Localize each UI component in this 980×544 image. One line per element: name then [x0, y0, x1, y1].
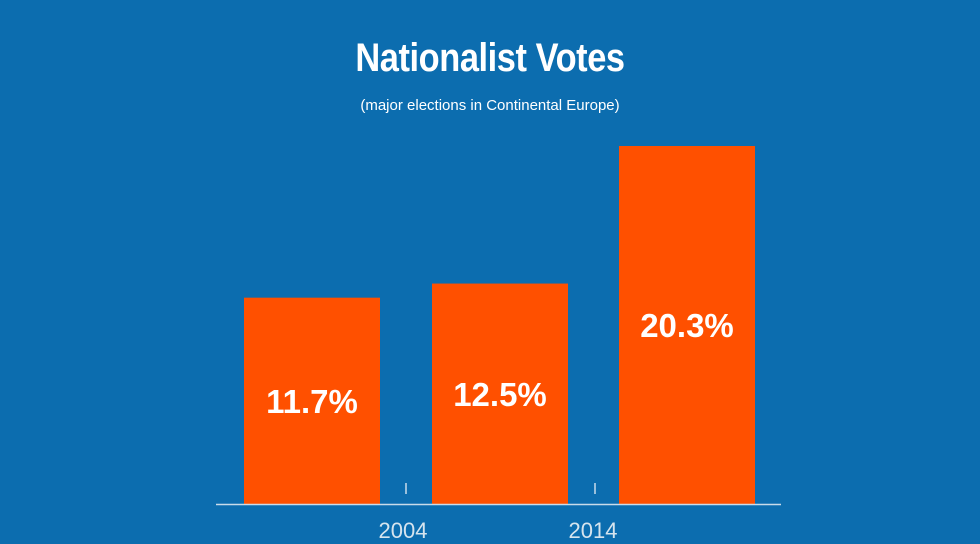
chart-title: Nationalist Votes — [355, 36, 625, 80]
x-tick-label-1: 2014 — [569, 518, 618, 543]
x-tick-label-0: 2004 — [379, 518, 428, 543]
bar-0 — [244, 297, 380, 504]
bar-1 — [432, 283, 568, 504]
chart-subtitle: (major elections in Continental Europe) — [360, 97, 620, 114]
bar-value-label-2: 20.3% — [640, 307, 734, 344]
bar-value-label-1: 12.5% — [453, 376, 547, 413]
bar-value-label-0: 11.7% — [266, 383, 358, 420]
bar-2 — [619, 146, 755, 504]
